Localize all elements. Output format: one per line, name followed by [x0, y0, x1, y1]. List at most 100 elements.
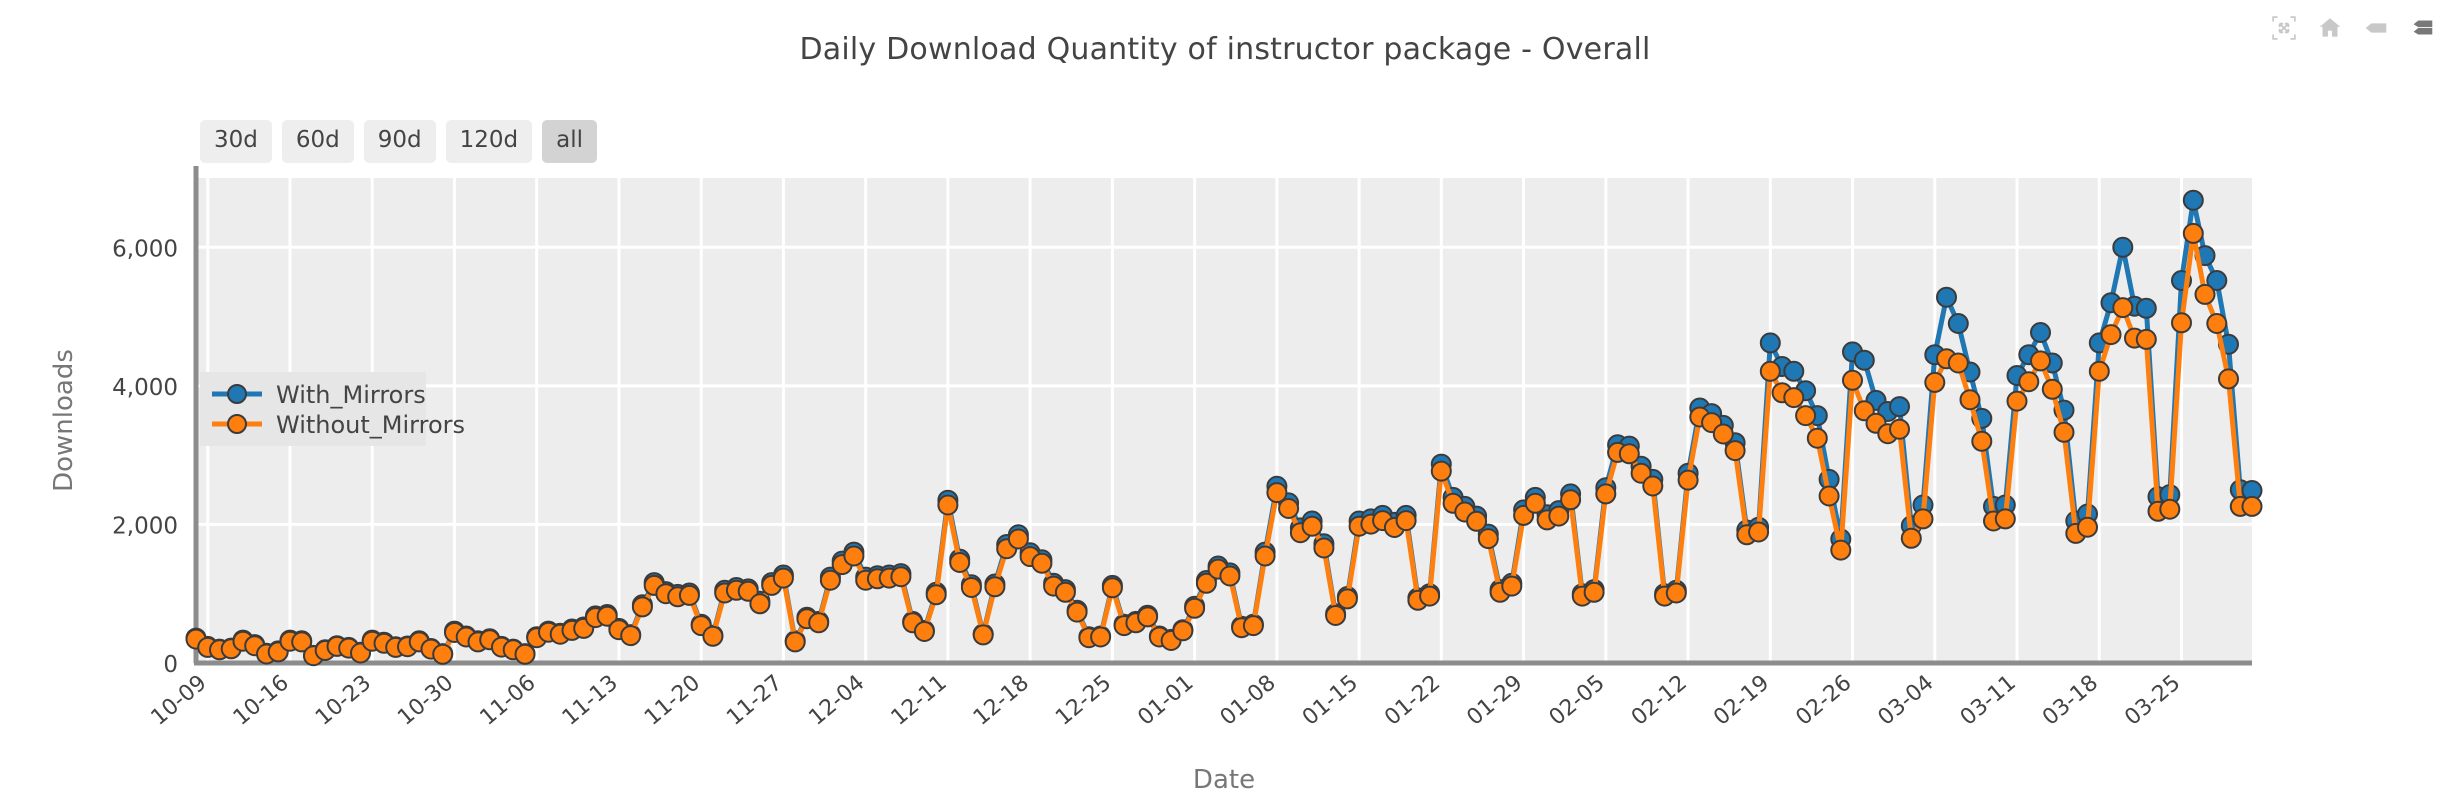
data-point[interactable] — [2030, 322, 2051, 343]
data-point[interactable] — [1501, 575, 1523, 597]
data-point[interactable] — [1195, 572, 1217, 594]
data-point[interactable] — [1419, 585, 1441, 607]
data-point[interactable] — [1889, 396, 1910, 418]
data-point[interactable] — [2088, 360, 2110, 382]
range-button-30d[interactable]: 30d — [200, 120, 272, 163]
data-point[interactable] — [631, 596, 653, 618]
data-point[interactable] — [1618, 443, 1640, 465]
data-point[interactable] — [2006, 390, 2028, 412]
data-point[interactable] — [1524, 492, 1546, 514]
data-point[interactable] — [1630, 462, 1652, 484]
data-point[interactable] — [432, 643, 454, 665]
data-point[interactable] — [890, 566, 912, 588]
data-point[interactable] — [972, 624, 994, 646]
data-point[interactable] — [1477, 528, 1499, 550]
data-point[interactable] — [1959, 389, 1981, 411]
data-point[interactable] — [1759, 360, 1781, 382]
data-point[interactable] — [2206, 270, 2228, 291]
data-point[interactable] — [960, 577, 982, 598]
data-point[interactable] — [1560, 489, 1582, 511]
data-point[interactable] — [1254, 545, 1276, 567]
data-point[interactable] — [1054, 581, 1076, 603]
range-selector[interactable]: 30d 60d 90d 120d all — [200, 120, 597, 163]
series-Without_Mirrors[interactable] — [185, 222, 2263, 667]
range-button-all[interactable]: all — [542, 120, 597, 163]
data-point[interactable] — [772, 567, 794, 589]
data-point[interactable] — [1759, 332, 1781, 354]
data-point[interactable] — [1007, 528, 1029, 550]
data-point[interactable] — [1066, 601, 1088, 623]
data-point[interactable] — [1642, 475, 1664, 497]
data-point[interactable] — [1783, 387, 1805, 409]
data-point[interactable] — [1712, 423, 1734, 445]
data-point[interactable] — [2171, 312, 2192, 334]
data-point[interactable] — [2030, 350, 2051, 372]
data-point[interactable] — [2182, 189, 2204, 211]
range-button-90d[interactable]: 90d — [363, 120, 436, 163]
data-point[interactable] — [1583, 581, 1605, 603]
data-point[interactable] — [2206, 313, 2228, 334]
compare-data-icon[interactable] — [2362, 14, 2390, 42]
data-point[interactable] — [1830, 539, 1852, 561]
data-point[interactable] — [620, 625, 642, 647]
data-point[interactable] — [808, 612, 830, 634]
data-point[interactable] — [949, 552, 971, 573]
data-point[interactable] — [1395, 510, 1417, 532]
data-point[interactable] — [1278, 498, 1300, 519]
data-point[interactable] — [2218, 368, 2239, 390]
range-button-60d[interactable]: 60d — [281, 120, 354, 163]
data-point[interactable] — [1548, 505, 1570, 527]
data-point[interactable] — [2112, 297, 2134, 319]
legend-label[interactable]: With_Mirrors — [276, 381, 426, 409]
plotly-modebar[interactable] — [2270, 14, 2436, 42]
data-point[interactable] — [2241, 495, 2263, 517]
data-point[interactable] — [1724, 440, 1746, 462]
data-point[interactable] — [2053, 421, 2075, 443]
data-point[interactable] — [2100, 324, 2122, 346]
data-point[interactable] — [1889, 418, 1910, 440]
data-point[interactable] — [678, 584, 700, 606]
data-point[interactable] — [843, 545, 865, 567]
data-point[interactable] — [2018, 371, 2040, 393]
data-point[interactable] — [1806, 427, 1828, 449]
data-point[interactable] — [1947, 352, 1969, 374]
data-point[interactable] — [2077, 516, 2098, 538]
data-point[interactable] — [1947, 313, 1969, 334]
data-point[interactable] — [819, 569, 841, 591]
data-point[interactable] — [1595, 483, 1617, 505]
data-point[interactable] — [2159, 498, 2181, 520]
data-point[interactable] — [2194, 283, 2216, 305]
data-point[interactable] — [1336, 588, 1358, 610]
data-point[interactable] — [1101, 577, 1123, 599]
data-point[interactable] — [784, 631, 806, 653]
data-point[interactable] — [2041, 378, 2063, 400]
data-point[interactable] — [1818, 485, 1840, 507]
data-point[interactable] — [937, 494, 959, 516]
home-icon[interactable] — [2316, 14, 2344, 42]
data-point[interactable] — [1090, 626, 1112, 648]
data-point[interactable] — [749, 593, 771, 615]
data-point[interactable] — [1994, 508, 2016, 530]
data-point[interactable] — [1912, 508, 1934, 530]
data-point[interactable] — [2135, 297, 2157, 319]
data-point[interactable] — [702, 625, 724, 647]
data-point[interactable] — [291, 631, 313, 653]
data-point[interactable] — [1430, 460, 1452, 482]
data-point[interactable] — [514, 643, 536, 665]
data-point[interactable] — [2112, 236, 2134, 258]
range-button-120d[interactable]: 120d — [445, 120, 533, 163]
data-point[interactable] — [1924, 371, 1946, 393]
data-point[interactable] — [1184, 597, 1206, 619]
data-point[interactable] — [1842, 369, 1863, 391]
data-point[interactable] — [1219, 565, 1241, 587]
data-point[interactable] — [1466, 510, 1488, 532]
data-point[interactable] — [1137, 606, 1159, 628]
data-point[interactable] — [1677, 469, 1699, 491]
data-point[interactable] — [1900, 527, 1922, 549]
data-point[interactable] — [1783, 360, 1805, 382]
data-point[interactable] — [1172, 620, 1194, 642]
data-point[interactable] — [1031, 552, 1053, 574]
